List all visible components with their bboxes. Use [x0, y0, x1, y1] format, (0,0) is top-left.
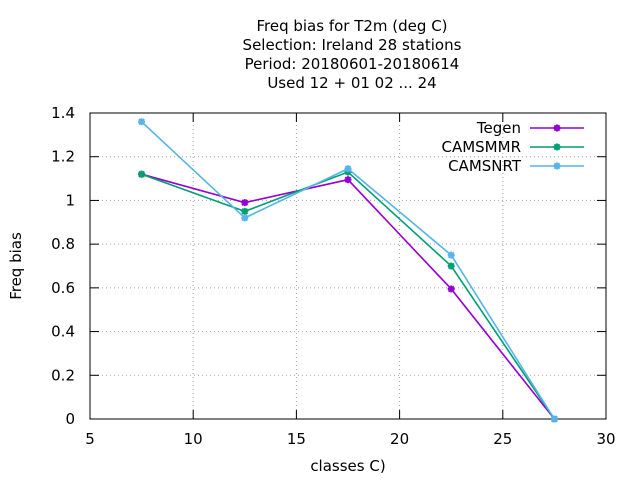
axis-ticks: [89, 112, 607, 420]
x-tick-label: 30: [596, 430, 615, 448]
y-tick-label: 0.2: [51, 366, 75, 384]
y-tick-label: 1.2: [51, 148, 75, 166]
y-tick-label: 1.4: [51, 104, 75, 122]
x-tick-label: 15: [287, 430, 306, 448]
legend-label-camsmmr: CAMSMMR: [441, 138, 521, 156]
y-tick-label: 0.6: [51, 279, 75, 297]
grid: [90, 113, 606, 419]
data-point-camsnrt: [550, 415, 558, 423]
data-point-camsnrt: [447, 251, 455, 259]
legend-marker-tegen: [553, 124, 561, 132]
y-tick-label: 1: [65, 191, 75, 209]
x-tick-label: 20: [390, 430, 409, 448]
data-point-tegen: [447, 285, 455, 293]
y-tick-label: 0.4: [51, 323, 75, 341]
data-point-camsnrt: [344, 165, 352, 173]
legend-label-camsnrt: CAMSNRT: [448, 157, 522, 175]
y-tick-label: 0: [65, 410, 75, 428]
title-line-3: Period: 20180601-20180614: [245, 55, 460, 73]
legend-label-tegen: Tegen: [476, 119, 521, 137]
title-line-1: Freq bias for T2m (deg C): [256, 17, 447, 35]
series-line-tegen: [141, 173, 556, 420]
data-point-camsnrt: [241, 214, 249, 222]
data-point-tegen: [344, 176, 352, 184]
y-axis-label: Freq bias: [7, 232, 25, 300]
x-axis-label: classes C): [310, 457, 385, 475]
data-point-camsmmr: [241, 207, 249, 215]
x-tick-label: 5: [85, 430, 95, 448]
chart-title: Freq bias for T2m (deg C)Selection: Irel…: [243, 17, 462, 92]
data-point-camsnrt: [138, 118, 146, 126]
series-lines: [138, 118, 558, 423]
x-tick-labels: 5 10 15 20 25 30: [85, 430, 615, 448]
x-tick-label: 25: [493, 430, 512, 448]
y-tick-labels: 0 0.2 0.4 0.6 0.8 1 1.2 1.4: [51, 104, 75, 428]
series-line-camsmmr: [141, 171, 556, 420]
data-point-camsmmr: [447, 262, 455, 270]
x-tick-label: 10: [184, 430, 203, 448]
plot-frame: [89, 112, 607, 420]
title-line-4: Used 12 + 01 02 ... 24: [267, 74, 436, 92]
data-point-camsmmr: [138, 170, 146, 178]
data-point-tegen: [241, 199, 249, 207]
y-tick-label: 0.8: [51, 235, 75, 253]
legend-marker-camsmmr: [553, 143, 561, 151]
legend-marker-camsnrt: [553, 162, 561, 170]
title-line-2: Selection: Ireland 28 stations: [243, 36, 462, 54]
